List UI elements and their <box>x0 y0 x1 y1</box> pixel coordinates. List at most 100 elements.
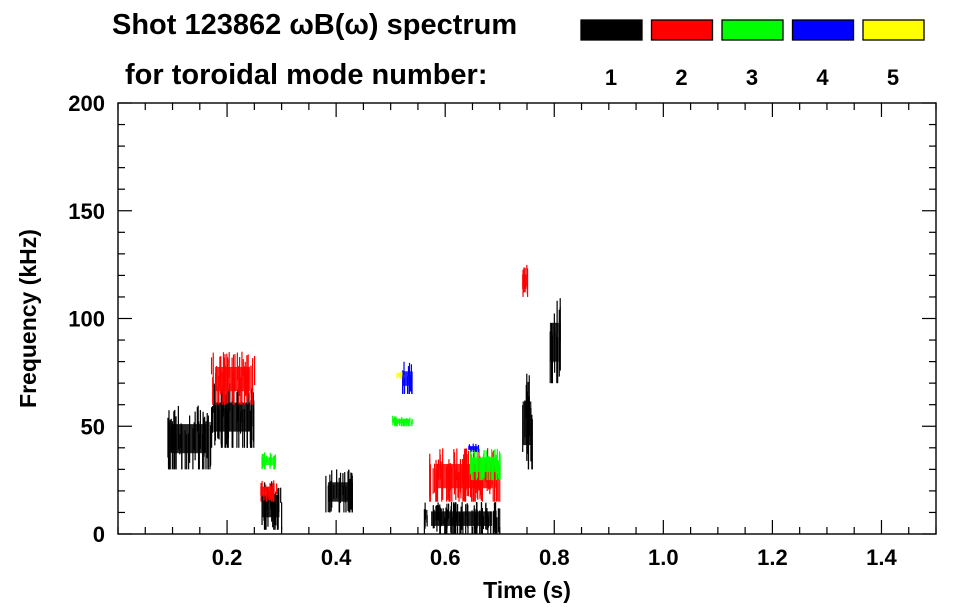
legend-swatch-mode-2 <box>650 19 714 41</box>
spectrum-streak <box>474 446 476 451</box>
spectrum-streak <box>222 389 224 417</box>
spectrum-region <box>522 264 529 297</box>
spectrum-streak <box>475 460 477 481</box>
spectrum-region <box>167 405 212 470</box>
spectrum-streak <box>342 473 344 496</box>
spectrum-streak <box>469 448 472 475</box>
spectrum-streak <box>202 411 204 455</box>
legend-label-mode-5: 5 <box>887 65 899 90</box>
spectrum-streak <box>349 485 351 513</box>
spectrum-streak <box>347 471 349 512</box>
spectrum-streak <box>477 446 479 450</box>
spectrum-streak <box>403 419 405 427</box>
spectrum-streak <box>240 401 242 423</box>
spectrum-streak <box>207 419 209 470</box>
spectrum-streak <box>524 267 526 293</box>
spectrum-streak <box>395 417 397 426</box>
spectrum-streak <box>269 457 271 469</box>
spectrum-streak <box>169 419 171 470</box>
spectrum-streak <box>475 446 478 452</box>
spectrum-streak <box>266 487 268 502</box>
spectrum-streak <box>409 375 411 392</box>
spectrum-streak <box>441 466 443 502</box>
spectrum-streak <box>432 468 434 494</box>
spectrum-streak <box>217 375 220 405</box>
spectrum-streak <box>472 443 474 450</box>
spectrum-streak <box>400 420 402 427</box>
spectrum-streak <box>205 421 207 470</box>
spectrum-streak <box>455 470 457 500</box>
spectrum-streak <box>274 454 276 469</box>
legend-label-mode-2: 2 <box>675 65 687 90</box>
spectrum-streak <box>260 486 262 496</box>
spectrum-streak <box>476 509 478 528</box>
spectrum-streak <box>266 493 269 511</box>
spectrum-streak <box>464 459 466 502</box>
spectrum-streak <box>184 430 186 470</box>
spectrum-region <box>211 383 255 448</box>
spectrum-streak <box>242 359 244 376</box>
spectrum-streak <box>424 512 426 529</box>
spectrum-region <box>396 371 403 379</box>
legend-label-mode-4: 4 <box>816 65 829 90</box>
spectrum-streak <box>241 367 243 405</box>
spectrum-region <box>549 298 561 384</box>
spectrum-streak <box>442 508 444 525</box>
spectrum-streak <box>348 469 350 496</box>
spectrum-streak <box>480 458 482 481</box>
spectrum-streak <box>272 492 274 512</box>
chart-subtitle: for toroidal mode number: <box>125 59 488 91</box>
spectrum-streak <box>453 514 455 534</box>
spectrum-streak <box>271 489 273 502</box>
spectrum-streak <box>494 450 496 462</box>
spectrum-streak <box>486 456 488 481</box>
spectrum-streak <box>210 425 212 466</box>
spectrum-streak <box>449 467 451 502</box>
spectrum-streak <box>499 453 501 481</box>
spectrum-streak <box>454 508 457 533</box>
spectrum-streak <box>246 355 248 402</box>
spectrum-streak <box>479 462 481 481</box>
spectrum-streak <box>171 427 174 448</box>
spectrum-streak <box>274 493 276 530</box>
spectrum-streak <box>264 460 266 470</box>
spectrum-streak <box>498 461 500 479</box>
spectrum-streak <box>526 264 528 287</box>
spectrum-streak <box>492 460 494 502</box>
series-mode-3 <box>261 415 501 481</box>
spectrum-streak <box>234 354 236 392</box>
spectrum-streak <box>470 447 472 453</box>
legend: 1 2 3 4 5 <box>580 19 925 90</box>
spectrum-streak <box>475 509 477 534</box>
spectrum-streak <box>450 501 453 520</box>
spectrum-streak <box>273 501 275 530</box>
spectrum-streak <box>244 366 246 397</box>
spectrum-streak <box>265 455 268 463</box>
spectrum-streak <box>238 398 240 448</box>
spectrum-streak <box>213 383 215 432</box>
spectrum-streak <box>221 371 223 405</box>
spectrum-streak <box>451 466 453 502</box>
spectrum-streak <box>491 458 493 481</box>
spectrum-streak <box>447 470 449 501</box>
x-tick-label: 0.6 <box>430 545 461 570</box>
spectrum-streak <box>531 414 533 470</box>
spectrum-streak <box>339 483 341 503</box>
spectrum-streak <box>220 415 223 448</box>
spectrum-streak <box>472 456 474 481</box>
spectrum-streak <box>329 474 331 513</box>
spectrum-streak <box>495 510 497 534</box>
spectrum-streak <box>278 487 280 512</box>
spectrum-streak <box>197 405 199 428</box>
spectrum-streak <box>456 504 459 534</box>
spectrum-streak <box>238 365 240 405</box>
spectrum-streak <box>231 357 233 402</box>
spectrum-streak <box>526 268 529 297</box>
spectrum-streak <box>249 410 251 445</box>
spectrum-streak <box>277 488 279 527</box>
chart-title: Shot 123862 ωB(ω) spectrum <box>112 9 517 41</box>
spectrum-streak <box>263 487 265 501</box>
spectrum-streak <box>411 420 413 425</box>
spectrum-streak <box>344 486 347 503</box>
spectrum-streak <box>499 508 501 534</box>
